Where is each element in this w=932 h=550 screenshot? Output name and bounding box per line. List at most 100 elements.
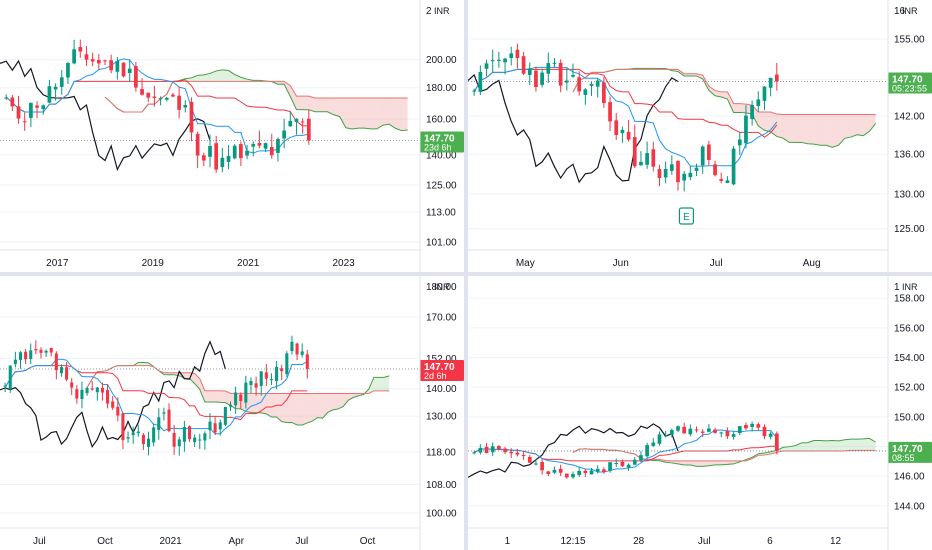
cloud-segment <box>296 96 303 110</box>
candle-body <box>126 437 130 439</box>
candle-body <box>239 144 243 159</box>
candle-body <box>171 94 175 97</box>
candle-body <box>552 62 557 64</box>
chart-panel-bottom-right[interactable]: 144.00146.00148.00150.00152.00154.00156.… <box>468 276 932 550</box>
candle-body <box>750 105 754 120</box>
cloud-segment <box>382 98 390 126</box>
cloud-segment <box>820 114 827 146</box>
x-tick-label: 1 <box>505 536 511 547</box>
cloud-segment <box>308 96 315 112</box>
chart-panel-bottom-left[interactable]: 100.00 108.00 118.00 130.00 140.00 152.00 170.… <box>0 276 464 550</box>
cloud-segment <box>266 393 272 418</box>
x-tick-label: 2021 <box>237 258 260 269</box>
candle-body <box>731 434 736 437</box>
candle-body <box>577 77 582 92</box>
countdown-label: 23d 6h <box>424 142 452 152</box>
chart-panel-top-left[interactable]: 101.00 113.00 125.00 140.00 160.00 180.00 200.… <box>0 0 464 272</box>
cloud-segment <box>384 375 390 391</box>
candle-body <box>744 424 748 429</box>
candle-body <box>737 426 742 434</box>
cloud-segment <box>863 114 870 136</box>
candle-body <box>503 448 507 453</box>
candle-body <box>239 394 243 402</box>
cloud-segment <box>307 393 313 423</box>
horizontal-divider[interactable] <box>0 272 932 276</box>
candle-body <box>676 426 680 431</box>
cloud-segment <box>857 114 864 136</box>
candle-body <box>620 129 625 134</box>
candle-body <box>589 470 594 475</box>
candle-body <box>534 70 538 87</box>
cloud-segment <box>844 114 851 139</box>
candle-body <box>768 433 773 437</box>
leading-span-b <box>104 80 408 113</box>
candle-body <box>134 66 138 88</box>
cloud-segment <box>184 372 190 379</box>
cloud-segment <box>715 90 722 98</box>
candle-body <box>121 413 125 441</box>
candle-body <box>657 434 662 444</box>
candle-body <box>226 155 231 162</box>
candle-body <box>201 155 206 161</box>
y-tick-label: 125.00 <box>894 224 925 235</box>
candle-body <box>29 102 33 118</box>
y-axis-top-value: 1 <box>894 282 900 293</box>
candle-body <box>509 53 514 59</box>
candle-body <box>305 354 309 369</box>
cloud-segment <box>857 438 864 451</box>
y-tick-label: 146.00 <box>894 472 925 483</box>
y-tick-label: 180.00 <box>426 83 457 94</box>
candle-body <box>595 468 600 472</box>
candle-body <box>497 446 501 450</box>
cloud-segment <box>197 74 204 82</box>
cloud-segment <box>783 446 790 451</box>
candle-body <box>682 426 687 434</box>
cloud-segment <box>708 460 716 466</box>
cloud-segment <box>863 438 870 451</box>
candle-body <box>13 359 17 365</box>
candle-body <box>620 461 625 467</box>
y-axis-unit: INR <box>434 6 450 16</box>
cloud-segment <box>820 440 827 451</box>
candle-body <box>39 349 43 353</box>
price-label: 147.70 <box>892 444 923 455</box>
candle-body <box>249 380 253 386</box>
x-tick-label: 2023 <box>333 258 356 269</box>
candle-body <box>472 452 477 454</box>
y-tick-label: 100.00 <box>426 508 457 519</box>
candle-body <box>16 106 21 119</box>
candle-body <box>663 168 668 178</box>
candle-body <box>707 428 711 432</box>
candle-body <box>626 464 631 468</box>
cloud-segment <box>286 393 292 423</box>
countdown-label: 2d 6h <box>424 371 447 381</box>
candle-body <box>509 451 514 454</box>
cloud-segment <box>281 393 287 423</box>
chart-svg-top-left: 101.00 113.00 125.00 140.00 160.00 180.00 200.… <box>0 0 464 272</box>
y-tick-label: 200.00 <box>426 55 457 66</box>
candle-body <box>521 455 526 457</box>
y-tick-label: 140.00 <box>426 150 457 161</box>
candle-body <box>497 59 501 61</box>
price-label-bg <box>420 131 464 153</box>
y-axis-unit: INR <box>902 6 918 16</box>
candle-body <box>527 68 532 75</box>
x-tick-label: 28 <box>633 536 645 547</box>
cloud-segment <box>850 439 858 451</box>
cloud-segment <box>807 114 814 145</box>
cloud-segment <box>389 98 396 129</box>
cloud-segment <box>727 460 734 465</box>
candle-body <box>540 461 544 471</box>
cloud-segment <box>813 440 821 451</box>
chart-panel-top-right[interactable]: 125.00130.00136.00142.00148.00155.0016IN… <box>468 0 932 272</box>
cloud-segment <box>327 98 334 115</box>
candle-body <box>750 423 754 427</box>
candle-body <box>663 435 668 437</box>
candle-body <box>4 97 9 99</box>
candle-body <box>208 146 212 157</box>
candle-body <box>84 54 89 60</box>
candle-body <box>774 74 779 82</box>
lagging-span <box>468 73 679 184</box>
candle-body <box>756 99 761 107</box>
candle-body <box>521 56 526 74</box>
